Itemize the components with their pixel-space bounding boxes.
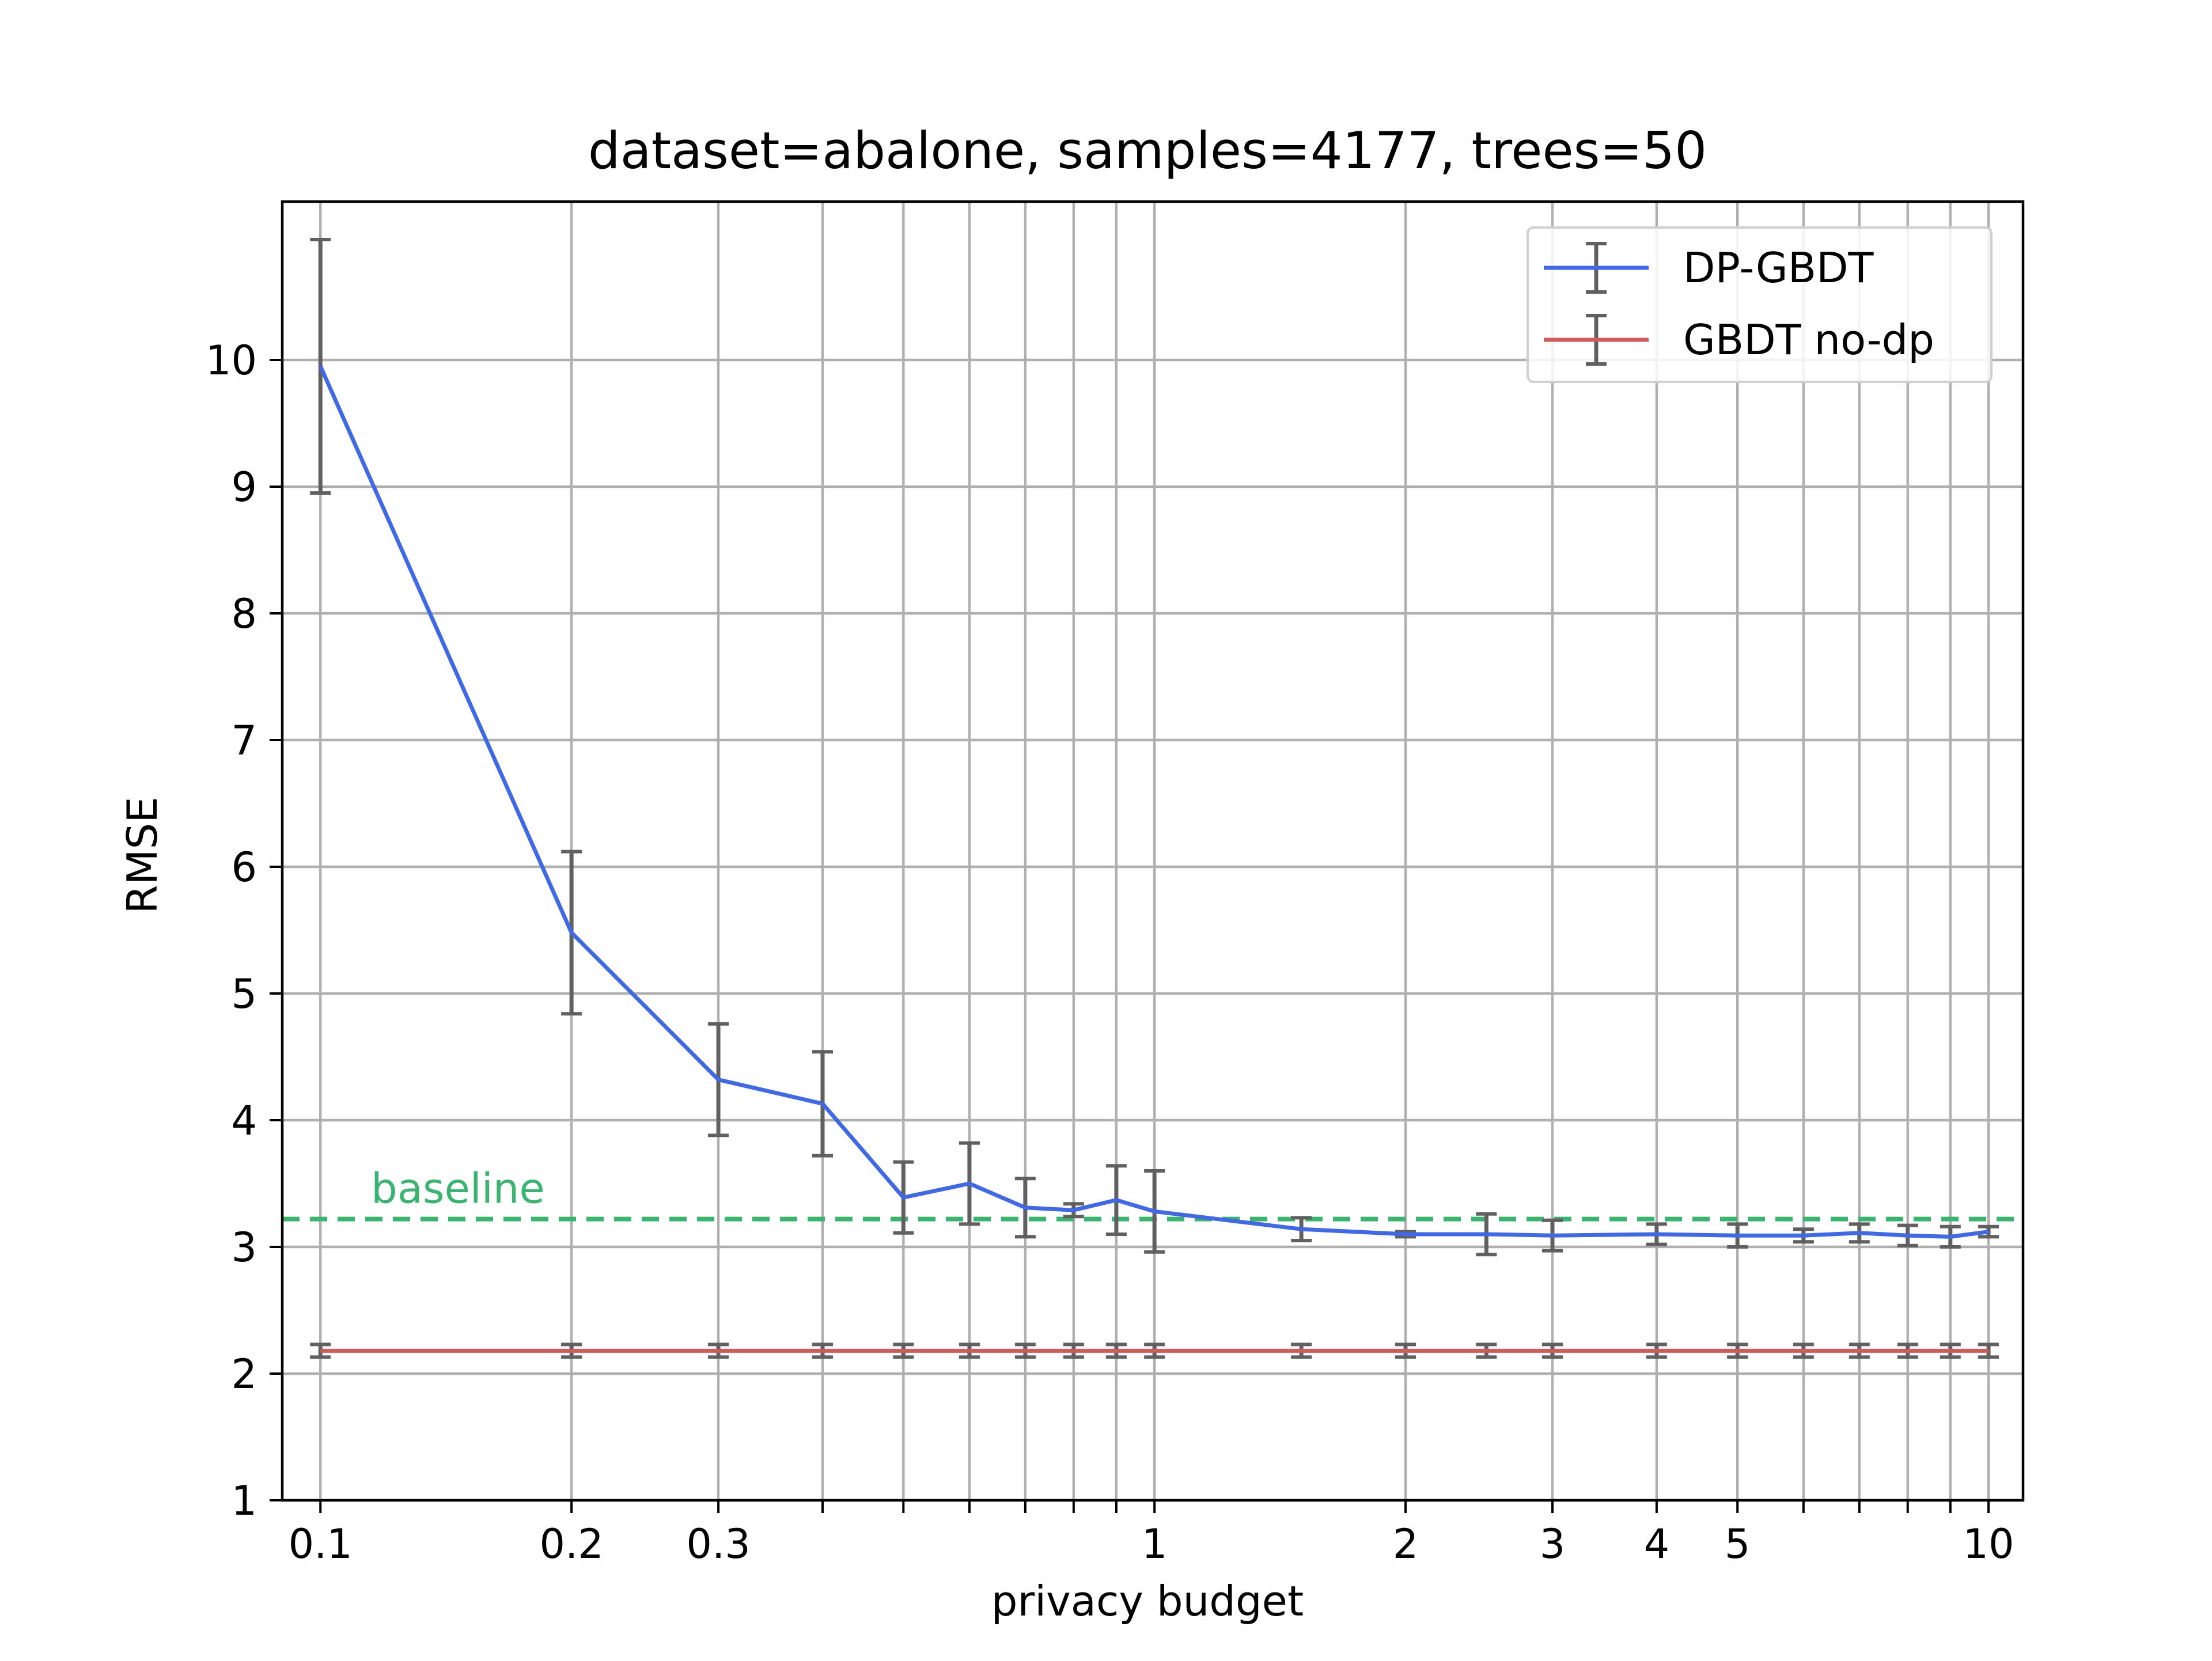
legend-label: DP-GBDT — [1683, 244, 1874, 292]
series-layer — [310, 238, 1999, 1359]
x-tick-label: 10 — [1963, 1520, 2014, 1568]
x-tick-label: 0.2 — [539, 1520, 603, 1568]
y-tick-label: 9 — [231, 464, 257, 511]
baseline-label: baseline — [371, 1165, 545, 1213]
x-tick-label: 4 — [1644, 1520, 1670, 1568]
x-tick-label: 5 — [1725, 1520, 1751, 1568]
y-tick-label: 4 — [231, 1097, 257, 1144]
y-tick-label: 7 — [231, 717, 257, 764]
series-dp-gbdt — [310, 238, 1999, 1257]
series-line — [319, 365, 1989, 1239]
y-tick-label: 1 — [231, 1477, 257, 1525]
x-tick-label: 1 — [1142, 1520, 1168, 1568]
legend: DP-GBDT GBDT no-dp — [1527, 226, 1993, 383]
y-axis-label: RMSE — [118, 797, 166, 913]
y-tick-label: 5 — [231, 970, 257, 1018]
plot-frame — [281, 200, 2025, 1502]
chart-title: dataset=abalone, samples=4177, trees=50 — [588, 121, 1707, 180]
series-gbdt-no-dp — [310, 1343, 1999, 1359]
x-tick-label: 0.1 — [289, 1520, 353, 1568]
axes-layer: 1 2 3 4 5 6 7 8 9 10 0.1 0.2 0.3 1 2 3 4 5 10 — [206, 200, 2025, 1568]
x-tick-label: 0.3 — [686, 1520, 750, 1568]
y-tick-label: 6 — [231, 844, 257, 891]
x-tick-label: 2 — [1393, 1520, 1419, 1568]
y-tick-label: 8 — [231, 590, 257, 638]
legend-label: GBDT no-dp — [1683, 316, 1934, 364]
x-axis-label: privacy budget — [991, 1577, 1304, 1625]
y-tick-label: 10 — [206, 337, 257, 384]
y-tick-label: 3 — [231, 1224, 257, 1271]
x-tick-label: 3 — [1540, 1520, 1566, 1568]
y-tick-label: 2 — [231, 1351, 257, 1398]
